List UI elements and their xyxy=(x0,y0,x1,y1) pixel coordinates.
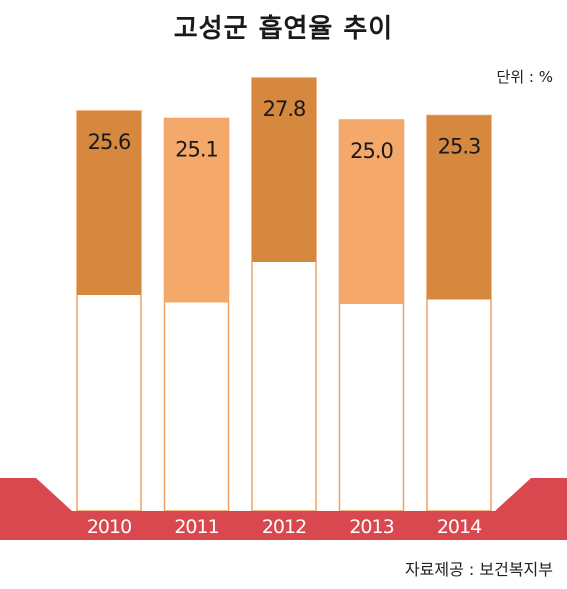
x-tick-label-2013: 2013 xyxy=(349,516,393,538)
data-label-2010: 25.6 xyxy=(88,130,131,154)
bar-2012 xyxy=(252,78,316,262)
x-tick-label-2012: 2012 xyxy=(262,516,306,538)
bar-2011 xyxy=(164,118,229,303)
data-label-2013: 25.0 xyxy=(350,139,393,163)
base-band xyxy=(0,478,567,540)
data-label-2014: 25.3 xyxy=(438,135,481,159)
chart-title: 고성군 흡연율 추이 xyxy=(173,14,394,44)
bar-2014 xyxy=(427,115,491,300)
unit-label: 단위 : % xyxy=(496,68,553,86)
bar-2013 xyxy=(339,120,404,304)
source-label: 자료제공 : 보건복지부 xyxy=(404,560,553,579)
data-label-2012: 27.8 xyxy=(263,97,306,121)
bar-2010 xyxy=(77,111,141,295)
data-label-2011: 25.1 xyxy=(175,138,218,162)
x-tick-label-2011: 2011 xyxy=(174,516,218,538)
x-tick-label-2010: 2010 xyxy=(87,516,131,538)
x-tick-label-2014: 2014 xyxy=(437,516,482,538)
